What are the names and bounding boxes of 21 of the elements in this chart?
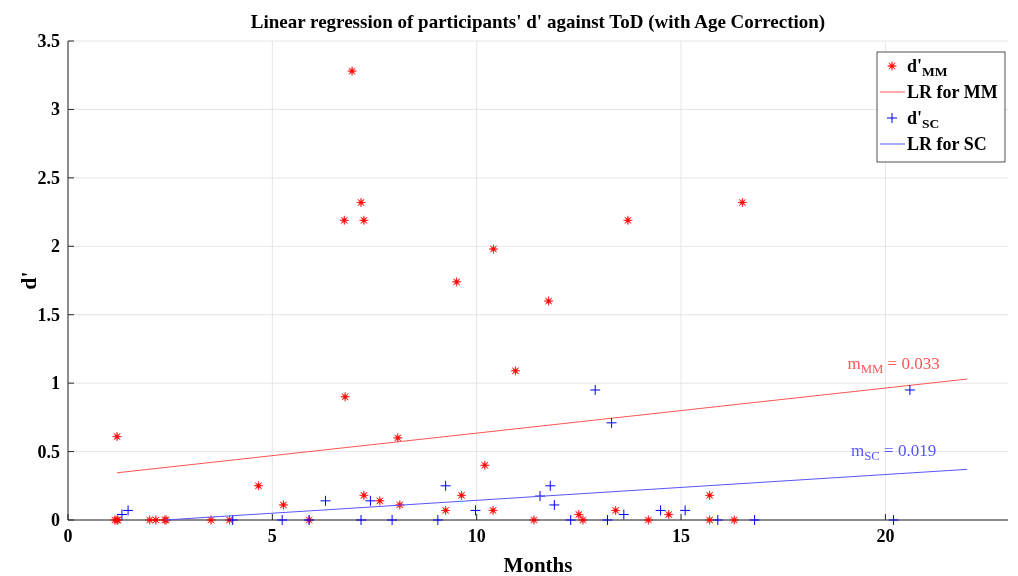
y-tick-label: 3.5 [37,31,60,51]
legend-label: LR for SC [907,134,987,154]
y-tick-label: 1 [51,373,60,394]
annotation: m$_{SC}$ = 0.019 [850,441,937,463]
legend-label: d'$_{SC}$ [907,108,940,132]
x-tick-label: 15 [672,526,691,546]
x-tick-label: 5 [267,526,277,546]
y-tick-label: 0 [51,510,60,530]
x-tick-label: 10 [467,526,486,546]
chart-title: Linear regression of participants' d' against ToD (with Age Correction) [250,11,826,33]
y-axis-title: d' [16,271,41,290]
annotation: m$_{MM}$ = 0.033 [847,354,940,377]
y-tick-label: 3 [51,99,60,120]
y-tick-label: 2 [51,236,60,257]
y-tick-label: 0.5 [37,441,60,462]
x-axis-title: Months [503,553,573,576]
legend-label: d'$_{MM}$ [907,56,948,80]
y-tick-label: 1.5 [37,304,60,325]
legend-label: LR for MM [907,82,998,102]
x-tick-label: 20 [876,526,895,546]
y-tick-label: 2.5 [37,167,60,188]
